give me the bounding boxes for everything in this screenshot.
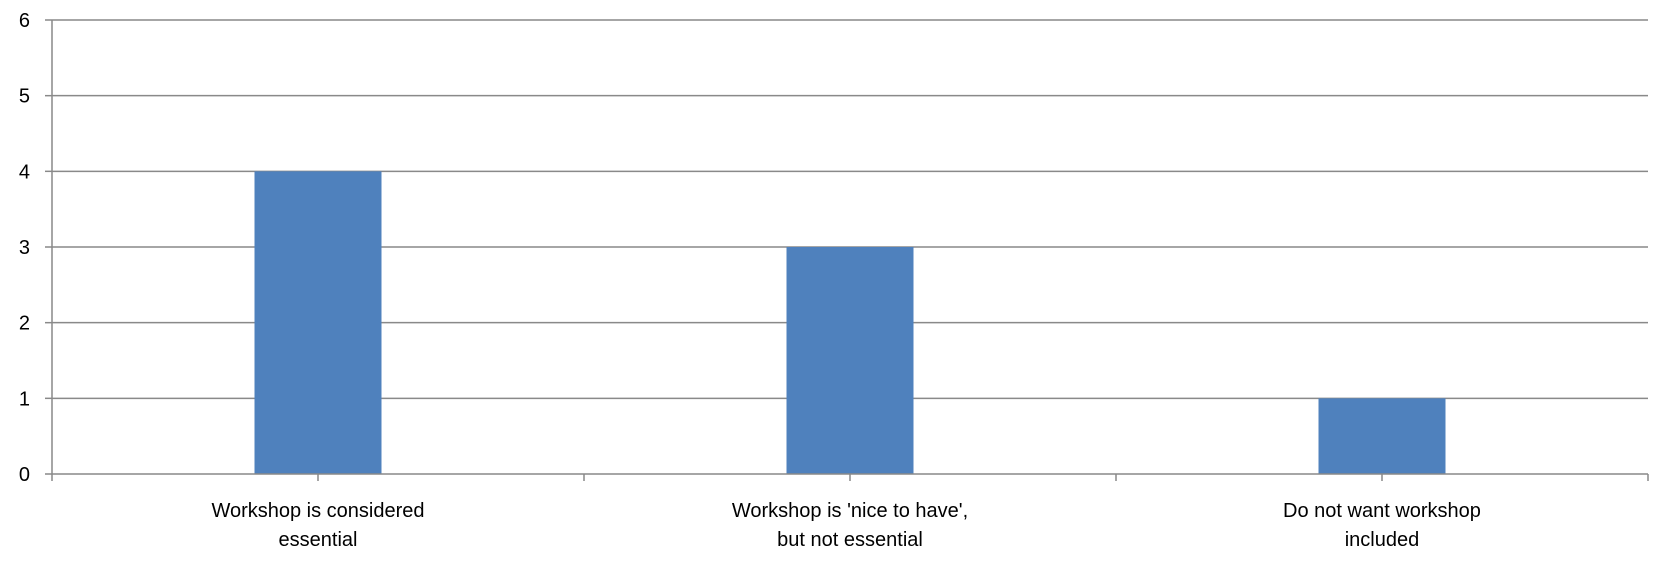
y-tick-label-0: 0 [19, 464, 30, 486]
x-category-label-2: Workshop is 'nice to have', but not essen… [732, 500, 968, 551]
bar-2 [786, 247, 914, 474]
y-tick-label-2: 2 [19, 313, 30, 335]
y-tick-label-3: 3 [19, 237, 30, 259]
x-category-label-3: Do not want workshop included [1283, 500, 1481, 551]
bars [254, 171, 1446, 475]
y-tick-label-4: 4 [19, 161, 30, 183]
y-tick-label-1: 1 [19, 388, 30, 410]
x-category-labels: Workshop is considered essential Workshop … [211, 500, 1480, 551]
y-tick-label-6: 6 [19, 10, 30, 32]
bar-1 [254, 171, 382, 475]
y-tick-labels: 0 1 2 3 4 5 6 [19, 10, 30, 486]
axes [45, 19, 1649, 481]
x-category-label-1: Workshop is considered essential [211, 500, 424, 551]
y-tick-label-5: 5 [19, 86, 30, 108]
bar-3 [1318, 398, 1446, 474]
